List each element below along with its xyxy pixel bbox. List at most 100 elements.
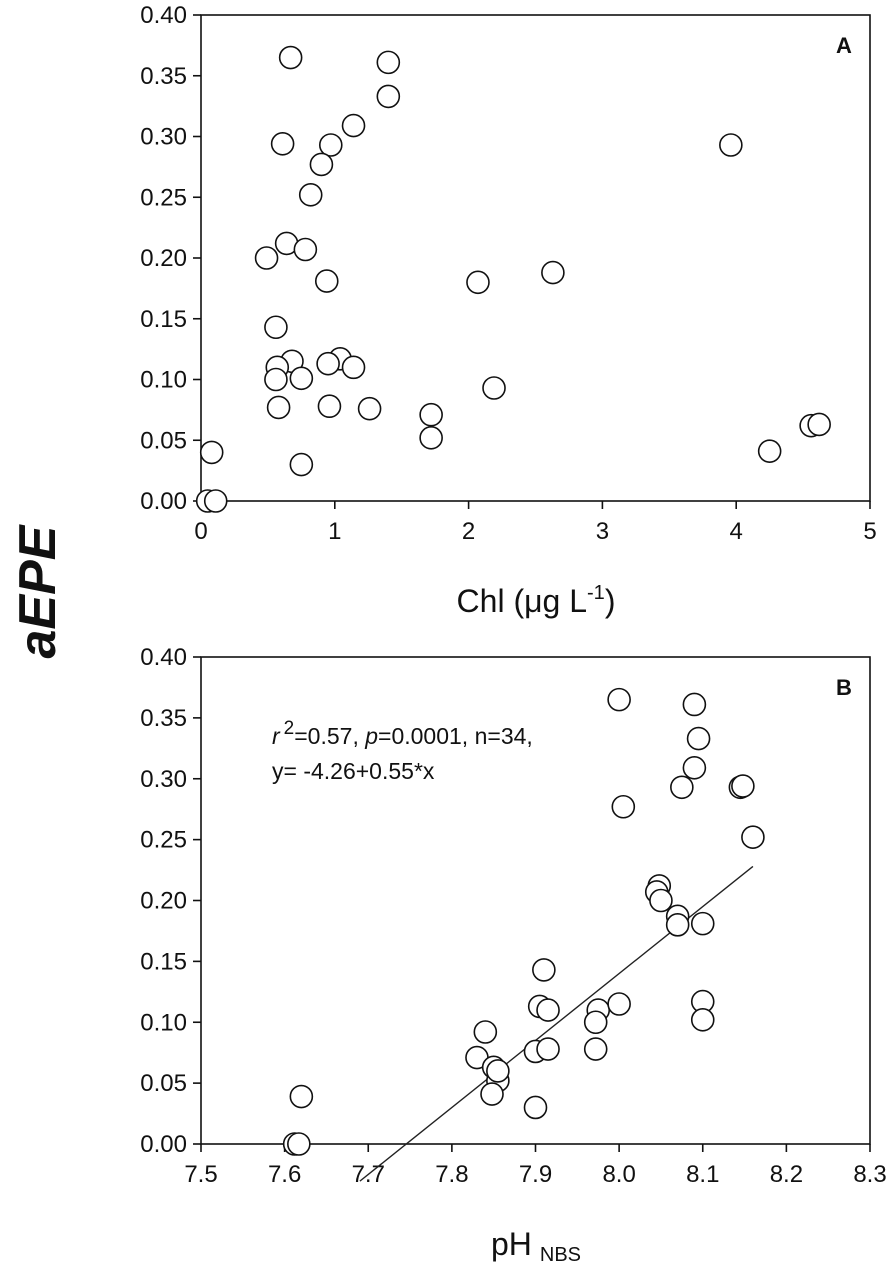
panel-a-data-point (419, 402, 443, 427)
panel-b-y-tick-label: 0.20 (140, 888, 187, 915)
panel-a-data-point (357, 396, 382, 421)
panel-b-data-point (682, 692, 707, 717)
panel-a-data-point (309, 152, 334, 177)
panel-a-data-point (264, 315, 288, 340)
panel-b-data-point (665, 913, 690, 937)
panel-a-x-tick-label: 4 (730, 518, 743, 545)
panel-a-y-tick-label: 0.10 (140, 367, 187, 394)
panel-b-y-tick-label: 0.15 (140, 948, 187, 975)
panel-b-data-point (607, 992, 631, 1016)
panel-a-data-point (289, 452, 314, 477)
panel-b-data-point (473, 1020, 498, 1044)
panel-b-points (282, 687, 765, 1156)
panel-a-data-point (341, 113, 366, 138)
panel-b-y-tick-label: 0.00 (140, 1131, 187, 1158)
panel-b-stats-line-1: r 2=0.57, p=0.0001, n=34, (272, 718, 533, 749)
panel-b-p-label: p (364, 723, 378, 749)
panel-a-data-point (757, 439, 782, 463)
panel-b-stats-line-2: y= -4.26+0.55*x (272, 758, 435, 784)
panel-a-xlabel-close: ) (605, 583, 616, 619)
panel-b-xlabel-main: pH (491, 1226, 532, 1262)
panel-b-data-point (536, 1037, 560, 1061)
panel-a-data-point (376, 84, 401, 109)
panel-b-data-point (649, 888, 673, 913)
panel-b-y-tick-label: 0.05 (140, 1070, 187, 1097)
panel-b-x-tick-label: 7.6 (268, 1161, 301, 1188)
panel-b-line1-b: =0.0001, n=34, (378, 723, 533, 749)
panel-b-y-tick-label: 0.40 (140, 644, 187, 671)
panel-b-data-point (287, 1132, 311, 1156)
panel-a-data-point (298, 183, 323, 207)
panel-a-xlabel-sup: -1 (587, 582, 605, 604)
panel-a-x-tick-label: 1 (328, 518, 341, 545)
panel-a-points (195, 45, 831, 513)
panel-a-xlabel-main: Chl (μg L (457, 583, 587, 619)
panel-b-x-tick-label: 8.3 (853, 1161, 886, 1188)
panel-b-x-tick-label: 7.9 (519, 1161, 552, 1188)
panel-a-y-tick-label: 0.05 (140, 427, 187, 454)
panel-b-data-point (690, 911, 715, 936)
panel-b-data-point (532, 958, 556, 982)
panel-a-data-point (199, 440, 224, 465)
panel-b-data-point (536, 998, 560, 1022)
panel-b-data-point (289, 1084, 314, 1109)
panel-a-data-point (341, 355, 366, 380)
panel-a-y-tick-label: 0.35 (140, 63, 187, 90)
panel-b-x-tick-label: 7.5 (184, 1161, 217, 1188)
panel-b-letter: B (836, 675, 852, 700)
panel-a-data-point (317, 394, 342, 419)
panel-b-data-point (682, 755, 707, 780)
panel-a-y-tick-label: 0.25 (140, 184, 187, 211)
panel-b-data-point (523, 1095, 548, 1120)
panel-b-data-point (690, 1008, 715, 1032)
panel-a-chl-scatter: 0 1 2 3 4 5 0.00 0.05 0.10 0.15 0.20 0.25 0.30 0.35 0.… (140, 2, 876, 619)
panel-a-data-point (316, 351, 340, 376)
panel-a-x-tick-label: 2 (462, 518, 475, 545)
panel-a-data-point (203, 489, 228, 513)
panel-a-data-point (419, 426, 443, 450)
panel-b-data-point (607, 687, 631, 712)
panel-a-data-point (270, 131, 295, 156)
panel-a-data-point (264, 367, 288, 392)
panel-a-data-point (541, 260, 565, 285)
panel-a-data-point (807, 412, 831, 437)
panel-b-data-point (741, 825, 765, 849)
panel-a-x-axis-label: Chl (μg L-1) (457, 582, 616, 619)
panel-b-x-tick-label: 8.0 (602, 1161, 635, 1188)
panel-a-data-point (289, 366, 314, 391)
panel-a-data-point (466, 270, 490, 295)
panel-a-x-tick-label: 3 (596, 518, 609, 545)
panel-a-data-point (318, 133, 343, 157)
panel-b-r-exp: 2 (284, 718, 295, 739)
panel-a-y-tick-label: 0.30 (140, 124, 187, 151)
panel-b-x-tick-label: 8.2 (770, 1161, 803, 1188)
shared-y-axis-label: aEPE (9, 524, 67, 658)
panel-b-y-tick-label: 0.10 (140, 1009, 187, 1036)
panel-a-x-tick-label: 5 (863, 518, 876, 545)
panel-a-data-point (376, 50, 401, 75)
panel-b-r-label: r (272, 723, 281, 749)
panel-b-y-tick-label: 0.35 (140, 705, 187, 732)
panel-b-data-point (583, 1010, 608, 1035)
panel-a-data-point (719, 133, 743, 157)
panel-a-data-point (278, 45, 303, 70)
panel-a-data-point (482, 376, 506, 400)
panel-a-x-tick-label: 0 (194, 518, 207, 545)
panel-a-letter: A (836, 33, 852, 58)
panel-b-line1-a: =0.57, (294, 723, 365, 749)
panel-a-y-tick-label: 0.20 (140, 245, 187, 272)
panel-a-data-point (293, 237, 318, 262)
panel-b-data-point (611, 794, 636, 819)
panel-b-x-tick-label: 8.1 (686, 1161, 719, 1188)
panel-b-x-tick-label: 7.8 (435, 1161, 468, 1188)
panel-b-data-point (731, 774, 755, 798)
panel-b-data-point (486, 1059, 510, 1083)
panel-a-y-tick-label: 0.15 (140, 306, 187, 333)
panel-a-y-tick-label: 0.40 (140, 2, 187, 29)
panel-b-y-tick-label: 0.30 (140, 766, 187, 793)
panel-b-y-tick-label: 0.25 (140, 827, 187, 854)
panel-b-xlabel-sub: NBS (540, 1244, 581, 1266)
panel-b-data-point (583, 1037, 608, 1061)
panel-a-data-point (314, 269, 339, 293)
